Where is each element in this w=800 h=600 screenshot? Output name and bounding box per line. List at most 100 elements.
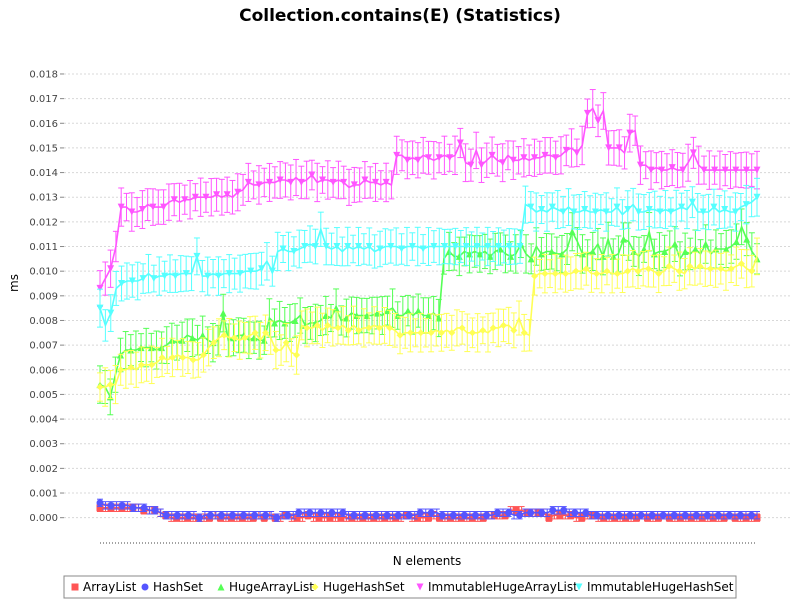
data-point	[722, 245, 730, 253]
data-point	[488, 151, 496, 159]
data-point	[538, 206, 546, 214]
data-point	[171, 272, 179, 280]
data-point	[435, 314, 443, 322]
data-point	[326, 514, 334, 522]
data-point	[676, 514, 684, 522]
data-point	[499, 159, 507, 167]
data-point	[240, 511, 248, 519]
legend-item: ImmutableHugeHashSet	[575, 580, 734, 594]
legend-item: HashSet	[141, 580, 203, 594]
data-point	[250, 334, 258, 342]
data-point	[416, 509, 424, 517]
data-point	[468, 329, 476, 337]
data-point	[655, 270, 663, 278]
data-point	[241, 334, 249, 342]
data-point	[282, 339, 290, 347]
data-point	[430, 243, 438, 251]
data-point	[479, 514, 487, 522]
data-point	[117, 366, 125, 374]
data-point	[179, 353, 187, 361]
y-tick-label: 0.011	[29, 242, 58, 253]
data-point	[581, 206, 589, 214]
data-point	[599, 252, 607, 260]
data-point	[562, 146, 570, 154]
data-point	[425, 514, 432, 522]
data-point	[107, 501, 115, 509]
data-point	[736, 511, 744, 519]
data-point	[251, 329, 259, 337]
data-point	[181, 196, 189, 204]
legend-marker	[141, 583, 149, 591]
data-point	[570, 208, 578, 216]
data-point	[678, 203, 686, 211]
data-point	[308, 171, 316, 179]
data-point	[396, 331, 404, 339]
data-point	[645, 206, 653, 214]
data-point	[626, 129, 634, 137]
legend-item: HugeHashSet	[311, 580, 405, 594]
data-point	[106, 381, 114, 389]
data-point	[591, 208, 599, 216]
legend-label: HugeHashSet	[323, 580, 405, 594]
data-point	[219, 309, 227, 317]
data-point	[315, 514, 323, 522]
data-point	[293, 514, 301, 522]
data-point	[699, 208, 707, 216]
data-point	[753, 193, 761, 201]
data-point	[139, 275, 147, 283]
data-point	[334, 324, 342, 332]
data-point	[468, 514, 476, 522]
data-point	[118, 501, 126, 509]
data-point	[527, 509, 535, 517]
data-point	[603, 267, 611, 275]
data-point	[284, 511, 292, 519]
y-tick-label: 0.004	[29, 415, 58, 426]
data-point	[541, 151, 549, 159]
data-point	[500, 321, 508, 329]
data-point	[445, 247, 453, 255]
data-point	[732, 238, 740, 246]
data-point	[548, 247, 556, 255]
data-point	[354, 243, 362, 251]
data-point	[520, 329, 528, 337]
data-point	[149, 203, 157, 211]
data-point	[644, 265, 652, 273]
data-point	[339, 509, 347, 517]
data-point	[271, 319, 279, 327]
data-point	[438, 511, 446, 519]
data-point	[251, 511, 259, 519]
y-tick-label: 0.003	[29, 439, 58, 450]
data-point	[615, 511, 623, 519]
data-point	[213, 191, 221, 199]
data-point	[679, 166, 687, 174]
data-point	[266, 178, 274, 186]
data-point	[403, 156, 411, 164]
data-point	[732, 166, 740, 174]
y-axis-ticks: 0.000 0.001 0.002 0.003 0.004 0.005 0.006 0.007…	[29, 69, 64, 524]
data-point	[394, 511, 402, 519]
legend-label: ImmutableHugeHashSet	[587, 580, 734, 594]
data-point	[386, 324, 394, 332]
data-point	[692, 511, 700, 519]
data-point	[731, 208, 739, 216]
data-point	[696, 262, 704, 270]
data-point	[247, 267, 255, 275]
data-point	[178, 336, 186, 344]
y-tick-label: 0.008	[29, 316, 58, 327]
data-point	[319, 176, 327, 184]
data-point	[290, 247, 298, 255]
series-layer	[96, 89, 761, 522]
data-point	[398, 245, 406, 253]
legend-label: HugeArrayList	[229, 580, 314, 594]
gridlines	[64, 73, 791, 519]
y-tick-label: 0.005	[29, 390, 58, 401]
data-point	[182, 270, 190, 278]
data-point	[548, 203, 556, 211]
data-point	[665, 514, 673, 522]
data-point	[494, 509, 502, 517]
data-point	[462, 243, 470, 251]
data-point	[609, 252, 617, 260]
data-point	[217, 511, 225, 519]
data-point	[425, 154, 432, 162]
data-point	[170, 196, 178, 204]
